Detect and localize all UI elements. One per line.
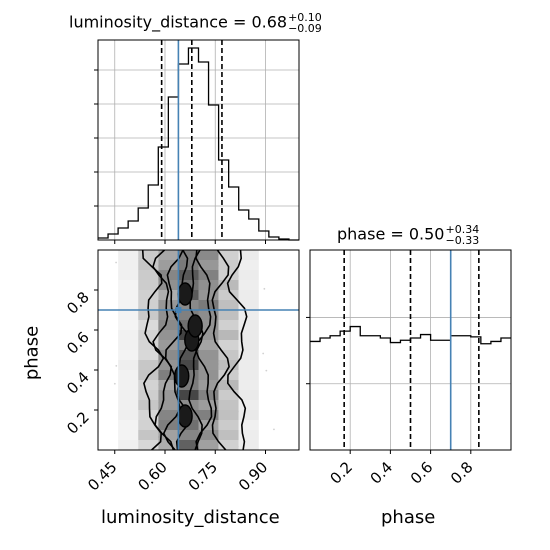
x-tick-label: 0.2: [326, 458, 356, 488]
axes-frame: [97, 249, 300, 451]
x-tick-label: 0.45: [84, 458, 120, 494]
x-tick-label: 0.75: [185, 458, 221, 494]
x-tick-label: 0.60: [134, 458, 170, 494]
axes-frame: [97, 39, 300, 241]
density-panel-distance-vs-phase: 0.45 0.60 0.75 0.90 0.2 0.4 0.6 0.8: [63, 249, 300, 494]
title-lower-error: −0.33: [445, 234, 480, 247]
truth-marker: [175, 307, 182, 313]
density-cells: [118, 250, 259, 450]
y-tick-label: 0.2: [63, 408, 93, 438]
contour-line: [188, 250, 204, 450]
title-median: 0.50: [408, 224, 445, 244]
axes-frame: [309, 249, 512, 451]
title-uncertainty: +0.10 −0.09: [288, 12, 322, 34]
density-plot-area: [113, 250, 275, 450]
x-axis-label-phase: phase: [381, 507, 436, 528]
title-lower-error: −0.09: [288, 22, 322, 35]
y-tick-label: 0.8: [63, 288, 93, 318]
x-tick-label: 0.90: [235, 458, 271, 494]
contour-lines: [141, 250, 248, 450]
title-uncertainty: +0.34 −0.33: [445, 224, 479, 246]
histogram-step-line: [98, 47, 299, 241]
contour-blob: [174, 364, 190, 388]
title-median: 0.68: [251, 12, 288, 32]
title-phase: phase = 0.50 +0.34 −0.33: [337, 224, 479, 246]
histogram-phase: 0.2 0.4 0.6 0.8: [306, 249, 512, 488]
histogram-luminosity-distance: [94, 39, 300, 244]
title-luminosity-distance: luminosity_distance = 0.68 +0.10 −0.09: [69, 12, 322, 34]
contour-line: [162, 250, 184, 450]
contour-line: [141, 250, 165, 450]
contour-blob: [177, 282, 193, 306]
contour-line: [211, 250, 230, 450]
x-tick-label: 0.8: [447, 458, 477, 488]
contour-line: [226, 250, 248, 450]
contour-line: [152, 250, 175, 450]
y-tick-label: 0.6: [63, 328, 93, 358]
x-tick-label: 0.4: [367, 458, 397, 488]
title-prefix: luminosity_distance =: [69, 12, 252, 32]
x-tick-label: 0.6: [407, 458, 437, 488]
title-upper-error: +0.10: [288, 11, 322, 24]
contour-blob: [177, 404, 193, 428]
contour-blob: [187, 314, 203, 338]
y-tick-label: 0.4: [63, 368, 93, 398]
y-axis-label-phase: phase: [21, 325, 43, 381]
x-axis-label-luminosity-distance: luminosity_distance: [101, 507, 280, 528]
title-upper-error: +0.34: [445, 223, 480, 236]
title-prefix: phase =: [337, 224, 409, 244]
